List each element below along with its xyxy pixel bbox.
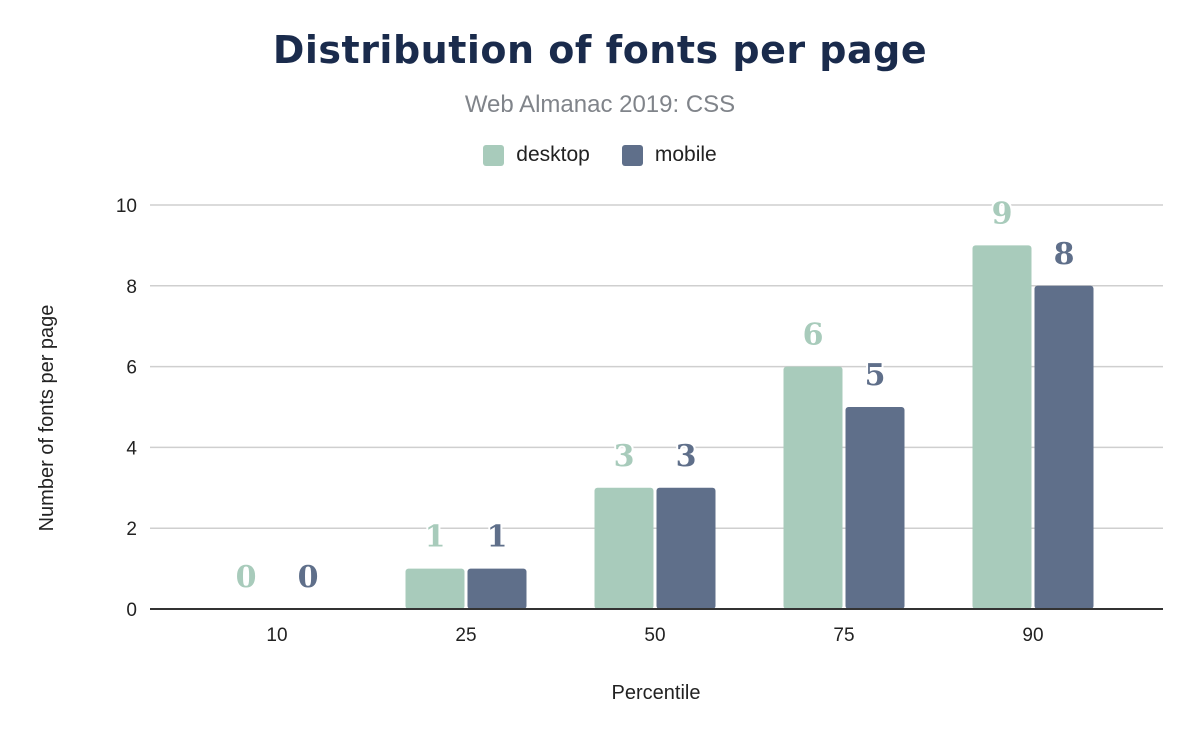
y-tick-label: 10 [116,196,137,217]
legend-label-mobile: mobile [654,143,717,166]
bar-mobile [1034,285,1094,609]
bar-desktop [405,568,465,609]
chart-title: Distribution of fonts per page [272,28,928,72]
y-tick-label: 2 [126,519,137,540]
data-label-mobile: 8 [1054,237,1075,272]
data-label-desktop: 9 [992,196,1013,231]
x-tick-label: 25 [455,625,476,646]
legend-item-mobile: mobile [621,143,717,167]
legend: desktop mobile [0,143,1200,167]
data-label-mobile: 3 [676,439,697,474]
x-axis-title: Percentile [612,682,701,704]
data-label-mobile: 0 [298,560,319,595]
data-label-mobile: 1 [487,520,508,555]
bar-mobile [467,568,527,609]
bar-mobile [656,487,716,609]
x-tick-label: 50 [644,625,665,646]
legend-swatch-mobile [621,144,643,166]
legend-label-desktop: desktop [516,143,590,166]
data-label-desktop: 1 [425,520,446,555]
bar-desktop [972,245,1032,609]
x-tick-label: 90 [1022,625,1043,646]
y-tick-label: 6 [126,358,137,379]
chart-subtitle: Web Almanac 2019: CSS [464,91,736,118]
x-tick-label: 75 [833,625,854,646]
y-tick-label: 0 [126,600,137,621]
data-label-desktop: 6 [803,318,824,353]
bar-desktop [594,487,654,609]
y-tick-label: 4 [126,438,137,459]
data-label-desktop: 3 [614,439,635,474]
y-axis-title: Number of fonts per page [36,305,58,532]
bar-mobile [845,407,905,609]
legend-item-desktop: desktop [483,143,590,167]
bar-desktop [783,366,843,609]
x-tick-label: 10 [266,625,287,646]
data-label-desktop: 0 [236,560,257,595]
y-tick-label: 8 [126,277,137,298]
data-label-mobile: 5 [865,358,886,393]
legend-swatch-desktop [483,144,505,166]
